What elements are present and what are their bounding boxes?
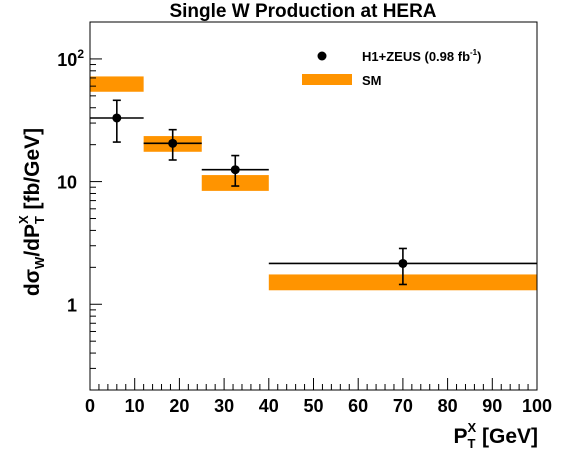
legend-label-data-sup: -1 (470, 48, 478, 57)
x-axis-label-sub: T (468, 436, 476, 451)
chart-title: Single W Production at HERA (169, 1, 436, 22)
svg-text:PTX [GeV]: PTX [GeV] (454, 420, 538, 451)
x-tick-label-6: 60 (348, 396, 368, 416)
y-axis-label-mid-sup: X (16, 215, 31, 224)
data-point-group-2 (201, 154, 269, 187)
x-tick-label-2: 20 (169, 396, 189, 416)
legend-label-data-suffix: ) (477, 49, 481, 64)
sm-bands (90, 76, 537, 291)
data-point-group-1 (143, 128, 202, 161)
sm-band-0 (90, 76, 144, 92)
data-point-1 (168, 138, 178, 148)
data-point-0 (112, 113, 122, 123)
data-point-group-0 (90, 99, 144, 143)
legend-marker-data (317, 51, 327, 61)
data-points (90, 99, 537, 286)
y-axis-label-mid: /dP (21, 224, 44, 257)
x-tick-label-5: 50 (303, 396, 323, 416)
legend-label-data: H1+ZEUS (0.98 fb (362, 49, 470, 64)
x-tick-label-10: 100 (522, 396, 552, 416)
y-axis-label-pre-sub: W (32, 256, 47, 269)
data-point-2 (230, 165, 240, 175)
x-axis-label-unit: [GeV] (476, 425, 538, 448)
y-axis-ticks: 1 10 102 (57, 21, 102, 391)
svg-text:H1+ZEUS (0.98 fb-1): H1+ZEUS (0.98 fb-1) (362, 48, 481, 64)
x-axis-ticks: 0 10 20 30 40 50 60 70 80 90 100 (85, 378, 552, 416)
svg-text:dσW/dPTX [fb/GeV]: dσW/dPTX [fb/GeV] (16, 128, 47, 296)
x-tick-label-8: 80 (438, 396, 458, 416)
x-tick-label-9: 90 (482, 396, 502, 416)
y-axis-label-mid-sub: T (32, 216, 47, 224)
x-axis-label: PTX [GeV] (454, 420, 538, 451)
x-axis-label-main: P (454, 425, 468, 448)
x-axis-label-sup: X (467, 420, 476, 435)
y-axis-label-unit: [fb/GeV] (21, 128, 44, 216)
data-point-3 (398, 258, 408, 268)
y-tick-label-2: 102 (57, 47, 84, 70)
x-tick-label-3: 30 (214, 396, 234, 416)
x-tick-label-0: 0 (85, 396, 95, 416)
data-point-group-3 (268, 247, 537, 286)
legend-marker-sm (302, 74, 352, 85)
x-tick-label-4: 40 (259, 396, 279, 416)
x-tick-label-1: 10 (125, 396, 145, 416)
legend: H1+ZEUS (0.98 fb-1) SM (302, 48, 481, 88)
y-axis-label-pre: dσ (21, 269, 44, 296)
y-tick-label-1: 10 (57, 173, 77, 193)
y-axis-label: dσW/dPTX [fb/GeV] (16, 128, 47, 296)
y-tick-label-0: 1 (67, 295, 77, 315)
legend-label-sm: SM (362, 73, 382, 88)
x-tick-label-7: 70 (393, 396, 413, 416)
